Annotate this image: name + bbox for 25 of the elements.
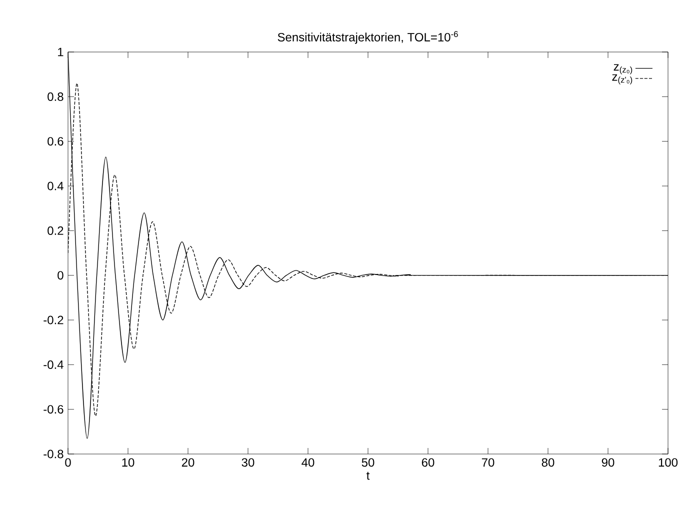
legend-label: z$_{(z₀)}$	[614, 64, 632, 74]
y-tick-label: -0.2	[44, 316, 64, 324]
x-tick-label: 20	[182, 458, 194, 467]
y-tick-label: 1	[58, 48, 64, 56]
y-tick-label: 0.6	[48, 137, 64, 146]
x-tick-label: 100	[658, 458, 678, 467]
y-tick-label: -0.4	[44, 360, 64, 369]
y-tick-label: 0	[58, 271, 64, 280]
x-tick-label: 50	[362, 458, 374, 467]
x-tick-label: 30	[242, 458, 254, 467]
x-axis-title: t	[366, 472, 370, 480]
legend-label: z$_{(z'₀)}$	[612, 74, 632, 84]
x-tick-label: 40	[302, 458, 314, 467]
x-tick-label: 10	[122, 458, 134, 467]
chart-title: Sensitivitätstrajektorien, TOL=10$^{-6}$	[278, 31, 458, 44]
y-tick-label: 0.8	[48, 92, 64, 101]
y-tick-label: -0.8	[44, 450, 64, 458]
y-tick-label: 0.2	[48, 226, 64, 235]
y-tick-label: -0.6	[44, 405, 64, 414]
x-tick-label: 80	[542, 458, 554, 467]
x-tick-label: 90	[602, 458, 614, 467]
x-tick-label: 60	[422, 458, 434, 467]
y-tick-label: 0.4	[48, 182, 64, 190]
x-tick-label: 0	[65, 458, 71, 467]
x-tick-label: 70	[482, 458, 494, 467]
